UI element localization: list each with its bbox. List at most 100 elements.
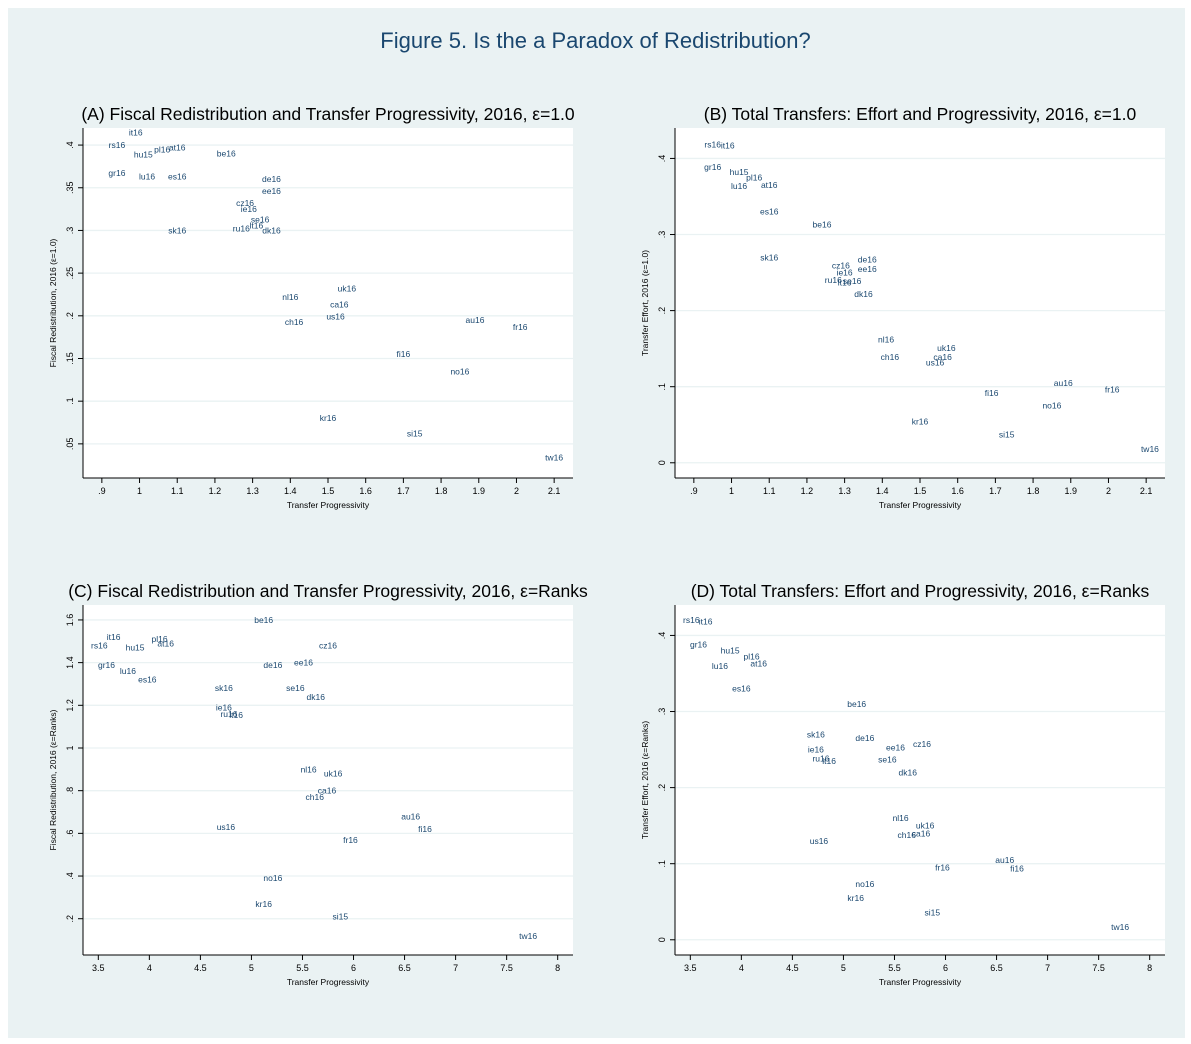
x-tick-label: 4 bbox=[739, 963, 744, 973]
point-label-cz16: cz16 bbox=[832, 261, 850, 271]
point-label-cz16: cz16 bbox=[913, 739, 931, 749]
y-tick-label: 1.2 bbox=[65, 699, 75, 712]
point-label-uk16: uk16 bbox=[916, 821, 935, 831]
point-label-hu15: hu15 bbox=[134, 149, 153, 159]
point-label-pl16: pl16 bbox=[154, 144, 170, 154]
y-axis-label: Fiscal Redistribution, 2016 (ε=Ranks) bbox=[48, 709, 58, 850]
point-label-be16: be16 bbox=[217, 149, 236, 159]
point-label-ch16: ch16 bbox=[285, 317, 304, 327]
point-label-at16: at16 bbox=[761, 180, 778, 190]
point-label-lu16: lu16 bbox=[712, 661, 728, 671]
point-label-fi16: fi16 bbox=[397, 349, 411, 359]
y-tick-label: .05 bbox=[65, 438, 75, 451]
x-tick-label: 1.4 bbox=[876, 486, 889, 496]
point-label-nl16: nl16 bbox=[282, 292, 298, 302]
y-tick-label: .4 bbox=[65, 141, 75, 149]
point-label-ee16: ee16 bbox=[294, 658, 313, 668]
point-label-au16: au16 bbox=[1054, 378, 1073, 388]
point-label-au16: au16 bbox=[401, 811, 420, 821]
point-label-fr16: fr16 bbox=[1105, 385, 1120, 395]
point-label-it16: it16 bbox=[699, 617, 713, 627]
x-tick-label: 3.5 bbox=[684, 963, 697, 973]
point-label-ru16: ru16 bbox=[812, 754, 829, 764]
point-label-se16: se16 bbox=[286, 683, 305, 693]
point-label-es16: es16 bbox=[168, 172, 187, 182]
point-label-hu15: hu15 bbox=[730, 167, 749, 177]
y-axis-label: Fiscal Redistribution, 2016 (ε=1.0) bbox=[48, 238, 58, 367]
point-label-pl16: pl16 bbox=[744, 652, 760, 662]
point-label-pl16: pl16 bbox=[152, 634, 168, 644]
y-tick-label: .2 bbox=[657, 784, 667, 792]
chart-panel-a: (A) Fiscal Redistribution and Transfer P… bbox=[48, 104, 575, 510]
x-tick-label: 1.2 bbox=[801, 486, 814, 496]
x-tick-label: 1.7 bbox=[397, 486, 410, 496]
x-tick-label: 7 bbox=[1045, 963, 1050, 973]
y-tick-label: .4 bbox=[657, 155, 667, 163]
plot-area bbox=[83, 128, 573, 478]
point-label-uk16: uk16 bbox=[937, 343, 956, 353]
point-label-at16: at16 bbox=[750, 659, 767, 669]
point-label-kr16: kr16 bbox=[320, 413, 337, 423]
x-tick-label: 4.5 bbox=[194, 963, 207, 973]
x-axis-label: Transfer Progressivity bbox=[287, 500, 370, 510]
x-tick-label: .9 bbox=[690, 486, 698, 496]
y-tick-label: .35 bbox=[65, 181, 75, 194]
point-label-cz16: cz16 bbox=[319, 641, 337, 651]
x-tick-label: 3.5 bbox=[92, 963, 105, 973]
point-label-us16: us16 bbox=[926, 357, 945, 367]
point-label-ee16: ee16 bbox=[858, 264, 877, 274]
point-label-fr16: fr16 bbox=[935, 863, 950, 873]
y-tick-label: 0 bbox=[657, 460, 667, 465]
chart-panel-d: (D) Total Transfers: Effort and Progress… bbox=[640, 581, 1165, 987]
point-label-dk16: dk16 bbox=[307, 692, 326, 702]
x-tick-label: 2 bbox=[514, 486, 519, 496]
x-tick-label: 1.6 bbox=[951, 486, 964, 496]
point-label-us16: us16 bbox=[326, 312, 345, 322]
y-tick-label: .25 bbox=[65, 267, 75, 280]
point-label-sk16: sk16 bbox=[760, 252, 778, 262]
x-tick-label: 5 bbox=[841, 963, 846, 973]
x-tick-label: 7 bbox=[453, 963, 458, 973]
point-label-es16: es16 bbox=[760, 207, 779, 217]
chart-title: (D) Total Transfers: Effort and Progress… bbox=[691, 581, 1150, 601]
x-tick-label: 1 bbox=[729, 486, 734, 496]
x-tick-label: 4.5 bbox=[786, 963, 799, 973]
point-label-rs16: rs16 bbox=[109, 140, 126, 150]
y-tick-label: .3 bbox=[657, 231, 667, 239]
x-tick-label: .9 bbox=[98, 486, 106, 496]
point-label-us16: us16 bbox=[810, 836, 829, 846]
point-label-ie16: ie16 bbox=[837, 268, 853, 278]
point-label-nl16: nl16 bbox=[301, 764, 317, 774]
y-tick-label: .2 bbox=[657, 307, 667, 315]
y-tick-label: .2 bbox=[65, 915, 75, 923]
point-label-ru16: ru16 bbox=[233, 224, 250, 234]
point-label-se16: se16 bbox=[878, 754, 897, 764]
point-label-us16: us16 bbox=[217, 822, 236, 832]
x-axis-label: Transfer Progressivity bbox=[879, 500, 962, 510]
x-tick-label: 1.2 bbox=[209, 486, 222, 496]
point-label-de16: de16 bbox=[858, 255, 877, 265]
chart-title: (C) Fiscal Redistribution and Transfer P… bbox=[68, 581, 588, 601]
point-label-uk16: uk16 bbox=[324, 769, 343, 779]
x-tick-label: 1.3 bbox=[838, 486, 851, 496]
point-label-pl16: pl16 bbox=[746, 172, 762, 182]
chart-title: (B) Total Transfers: Effort and Progress… bbox=[704, 104, 1137, 124]
point-label-lu16: lu16 bbox=[120, 666, 136, 676]
y-tick-label: .3 bbox=[657, 708, 667, 716]
x-tick-label: 1.3 bbox=[246, 486, 259, 496]
x-tick-label: 5.5 bbox=[888, 963, 901, 973]
point-label-it16: it16 bbox=[721, 141, 735, 151]
point-label-nl16: nl16 bbox=[878, 335, 894, 345]
x-tick-label: 6.5 bbox=[398, 963, 411, 973]
point-label-ru16: ru16 bbox=[825, 275, 842, 285]
x-tick-label: 1 bbox=[137, 486, 142, 496]
y-tick-label: 1.4 bbox=[65, 656, 75, 669]
x-tick-label: 1.4 bbox=[284, 486, 297, 496]
x-tick-label: 2.1 bbox=[1140, 486, 1153, 496]
point-label-gr16: gr16 bbox=[690, 640, 707, 650]
point-label-gr16: gr16 bbox=[108, 168, 125, 178]
point-label-it16: it16 bbox=[107, 632, 121, 642]
point-label-se16: se16 bbox=[843, 276, 862, 286]
point-label-fr16: fr16 bbox=[343, 835, 358, 845]
y-tick-label: .1 bbox=[657, 383, 667, 391]
